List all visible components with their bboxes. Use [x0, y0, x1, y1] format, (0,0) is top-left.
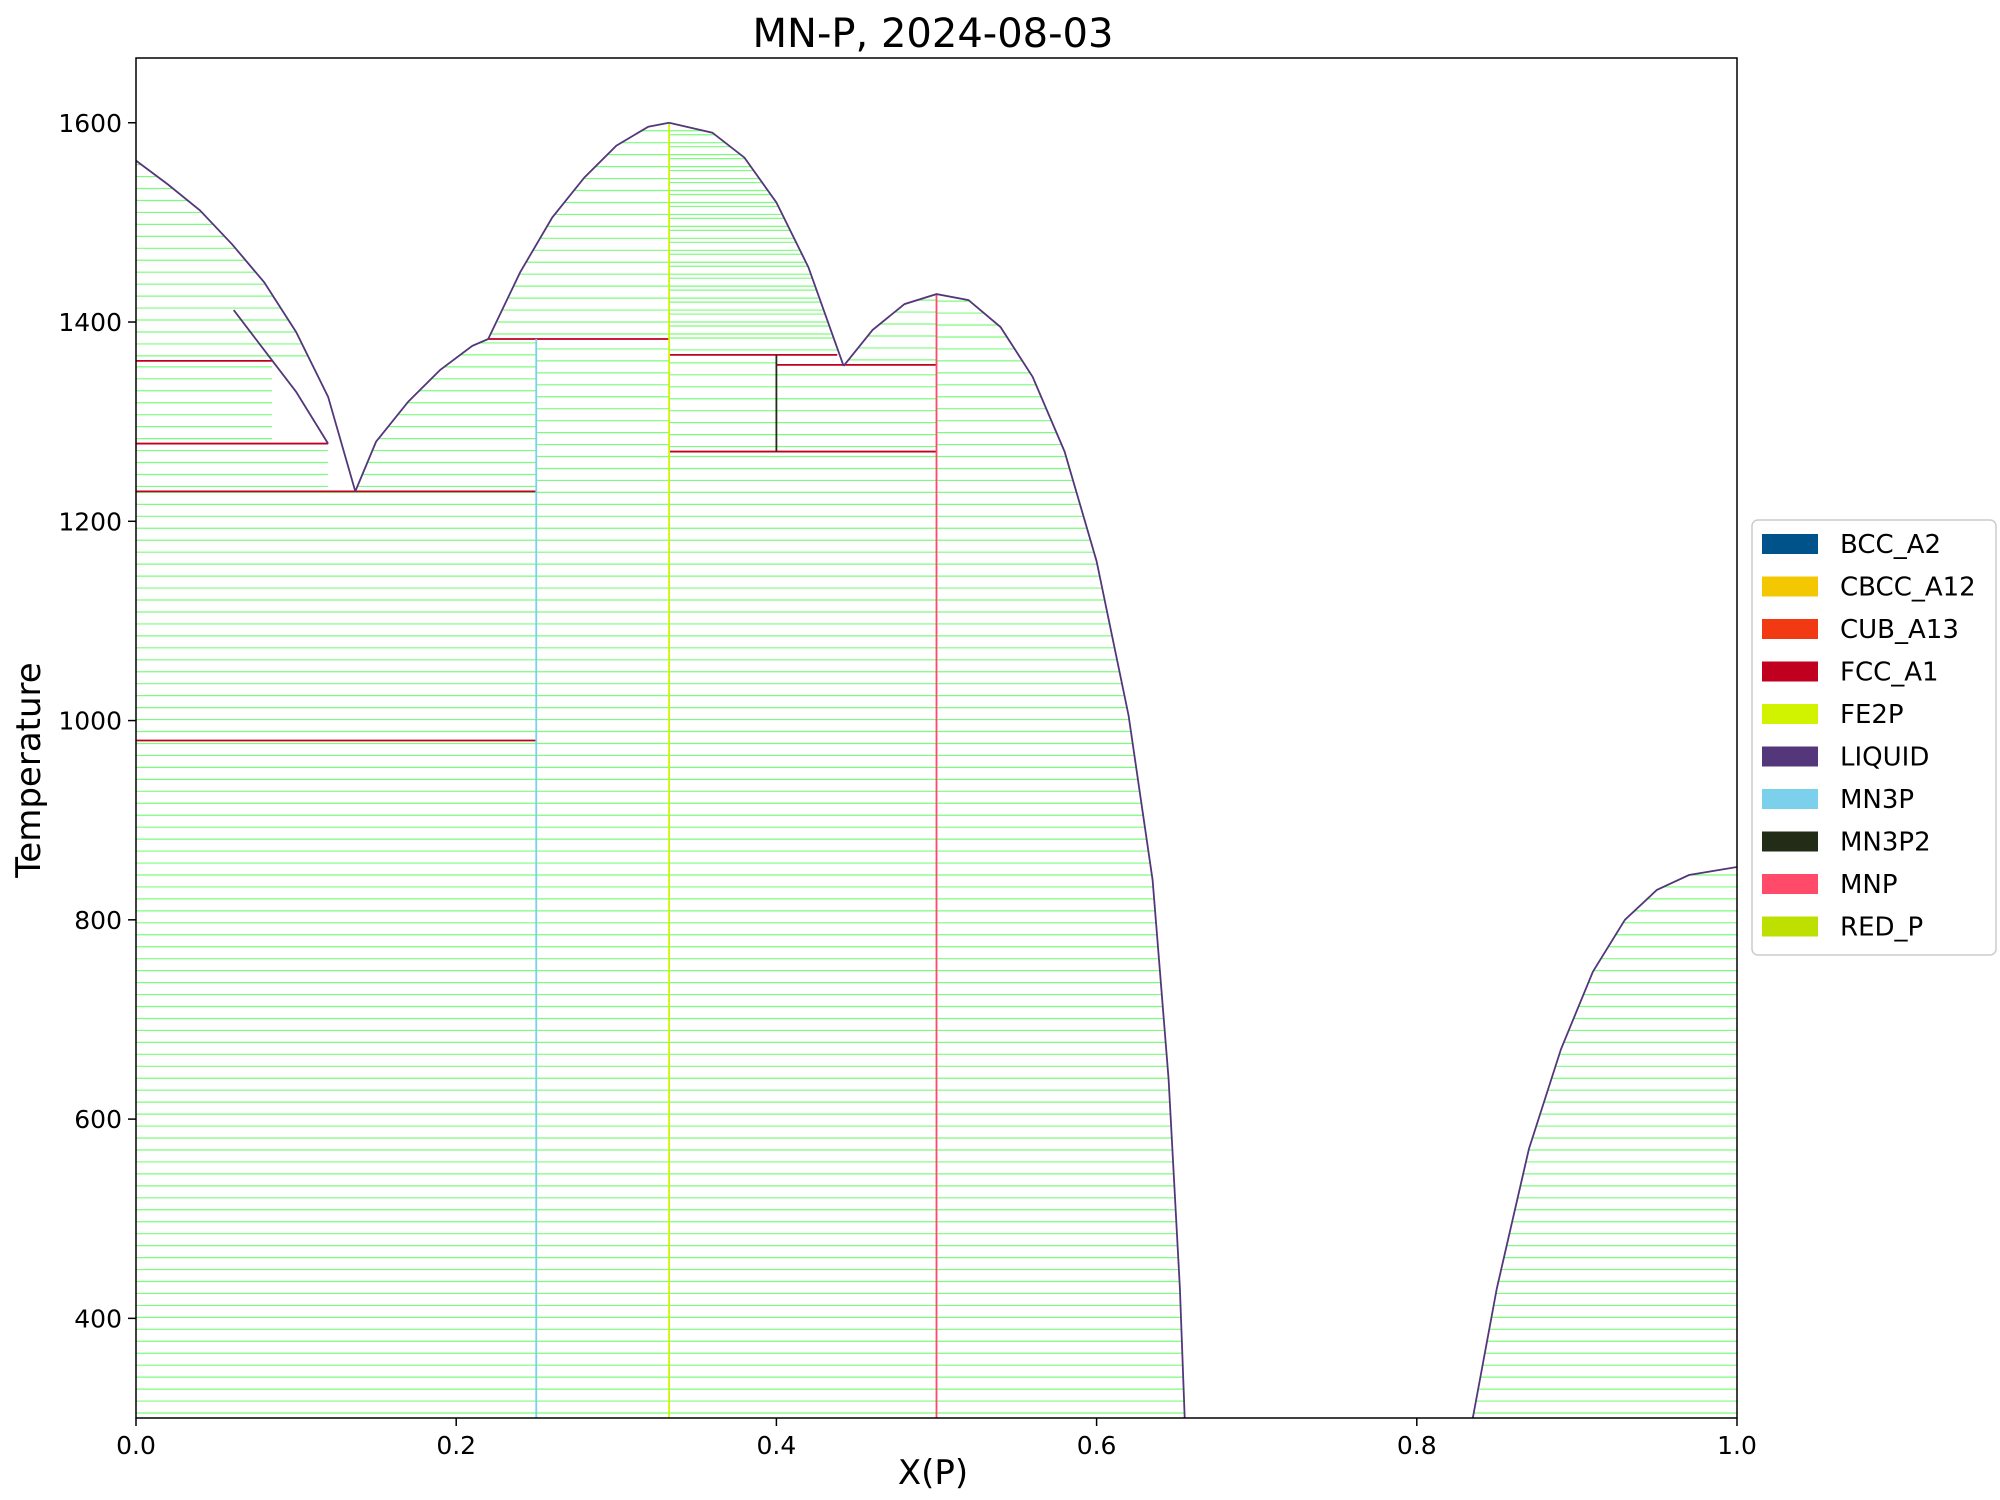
- y-axis: 400 600 800 1000 1200 1400 1600: [58, 109, 136, 1333]
- legend-swatch: [1762, 789, 1818, 809]
- legend-swatch: [1762, 534, 1818, 554]
- y-tick-label: 1400: [58, 308, 122, 337]
- legend-swatch: [1762, 704, 1818, 724]
- legend-swatch: [1762, 661, 1818, 682]
- phase-boundaries-layer: [535, 122, 938, 1418]
- y-tick-label: 1000: [58, 707, 122, 736]
- y-tick-label: 600: [74, 1105, 122, 1134]
- x-tick-label: 0.4: [757, 1431, 797, 1460]
- liquidus-curve: [668, 121, 845, 367]
- legend-label: RED_P: [1840, 913, 1923, 943]
- legend-label: MN3P2: [1840, 828, 1931, 858]
- liquidus-curve: [354, 338, 489, 492]
- legend-swatch: [1762, 916, 1818, 937]
- x-tick-label: 0.6: [1077, 1431, 1117, 1460]
- legend-label: FE2P: [1840, 700, 1904, 730]
- legend-swatch: [1762, 576, 1818, 597]
- x-tick-label: 0.2: [436, 1431, 476, 1460]
- y-tick-label: 800: [74, 906, 122, 935]
- y-tick-label: 1200: [58, 507, 122, 536]
- invariant-lines-layer: [136, 338, 937, 742]
- legend-swatch: [1762, 619, 1818, 639]
- liquidus-curve: [135, 159, 357, 492]
- liquidus-curve: [1471, 866, 1738, 1419]
- x-axis: 0.0 0.2 0.4 0.6 0.8 1.0: [116, 1418, 1757, 1460]
- legend-label: MN3P: [1840, 785, 1914, 815]
- x-tick-label: 1.0: [1717, 1431, 1757, 1460]
- chart-title: MN-P, 2024-08-03: [753, 11, 1114, 57]
- legend-swatch: [1762, 831, 1818, 852]
- legend-label: BCC_A2: [1840, 530, 1941, 560]
- x-tick-label: 0.0: [116, 1431, 156, 1460]
- tie-lines-layer: [136, 130, 1737, 1414]
- liquidus-curve: [842, 293, 1186, 1419]
- legend-label: CUB_A13: [1840, 615, 1959, 645]
- legend-swatch: [1762, 874, 1818, 894]
- legend-label: FCC_A1: [1840, 658, 1939, 688]
- legend-label: LIQUID: [1840, 743, 1929, 773]
- liquidus-curve: [487, 121, 670, 340]
- legend-swatch: [1762, 746, 1818, 767]
- y-tick-label: 1600: [58, 109, 122, 138]
- y-axis-title: Temperature: [9, 662, 49, 878]
- legend-label: CBCC_A12: [1840, 573, 1976, 603]
- plot-area-frame: [135, 57, 1738, 1419]
- liquidus-layer: [135, 121, 1738, 1419]
- liquidus-curve: [232, 309, 329, 445]
- y-tick-label: 400: [74, 1304, 122, 1333]
- legend-label: MNP: [1840, 870, 1898, 900]
- legend: BCC_A2 CBCC_A12 CUB_A13 FCC_A1 FE2P LIQUID MN3…: [1751, 519, 1997, 956]
- x-axis-title: X(P): [898, 1453, 968, 1493]
- x-tick-label: 0.8: [1397, 1431, 1437, 1460]
